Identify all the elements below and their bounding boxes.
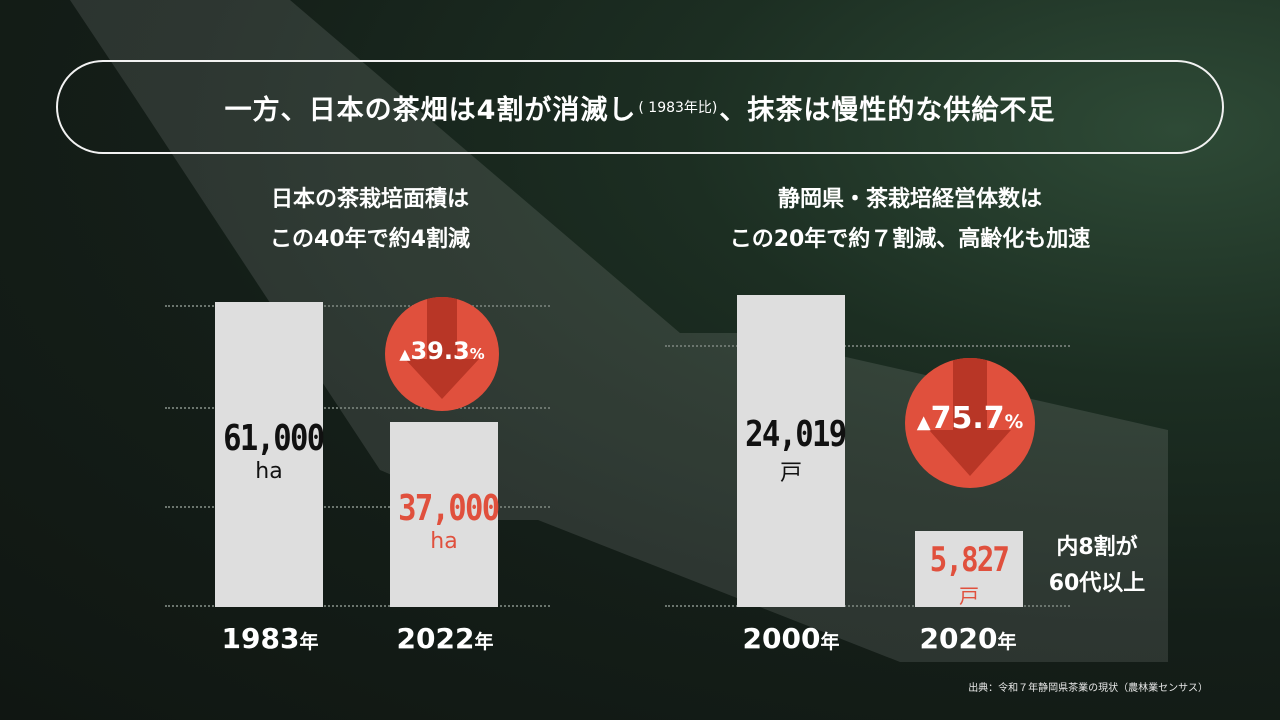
gridline <box>665 345 1070 347</box>
left-decrease-badge: ▲39.3% <box>385 297 499 411</box>
right-title-line2: この20年で約７割減、高齢化も加速 <box>729 227 1091 252</box>
year-label-1983: 1983年 <box>221 622 319 655</box>
down-arrow-icon <box>929 358 1011 476</box>
gridline <box>165 506 550 508</box>
source-note: 出典：令和７年静岡県茶業の現状（農林業センサス） <box>968 683 1208 694</box>
headline-box: 一方、日本の茶畑は4割が消滅し ( 1983年比) 、抹茶は慢性的な供給不足 <box>56 60 1224 154</box>
gridline <box>165 407 550 409</box>
bar-2000 <box>737 295 845 607</box>
left-title-line2: この40年で約4割減 <box>270 227 470 252</box>
headline-note: ( 1983年比) <box>638 100 718 116</box>
side-note-line2: 60代以上 <box>1048 571 1146 596</box>
value-label-1983: 61,000 ha <box>223 418 325 484</box>
right-panel-title: 静岡県・茶栽培経営体数は この20年で約７割減、高齢化も加速 <box>640 180 1180 260</box>
headline-main: 一方、日本の茶畑は4割が消滅し <box>224 94 637 126</box>
down-arrow-icon <box>405 297 479 399</box>
value-label-2000: 24,019 戸 <box>745 414 847 486</box>
left-panel-title: 日本の茶栽培面積は この40年で約4割減 <box>160 180 580 260</box>
right-title-line1: 静岡県・茶栽培経営体数は <box>777 187 1042 212</box>
gridline <box>165 305 550 307</box>
year-label-2020: 2020年 <box>919 622 1017 655</box>
side-note-line1: 内8割が <box>1056 535 1138 560</box>
right-badge-text: ▲75.7% <box>916 401 1024 436</box>
year-label-2022: 2022年 <box>396 622 494 655</box>
right-decrease-badge: ▲75.7% <box>905 358 1035 488</box>
value-label-2022: 37,000 ha <box>398 488 500 554</box>
year-label-2000: 2000年 <box>742 622 840 655</box>
left-badge-text: ▲39.3% <box>399 337 485 365</box>
bar-1983 <box>215 302 323 607</box>
gridline <box>165 605 550 607</box>
aging-side-note: 内8割が 60代以上 <box>1032 530 1162 602</box>
headline-tail: 、抹茶は慢性的な供給不足 <box>719 94 1056 126</box>
bar-2020 <box>915 531 1023 607</box>
bar-2022 <box>390 422 498 607</box>
gridline <box>665 605 1070 607</box>
value-label-2020: 5,827 戸 <box>929 540 1010 608</box>
left-title-line1: 日本の茶栽培面積は <box>270 187 469 212</box>
